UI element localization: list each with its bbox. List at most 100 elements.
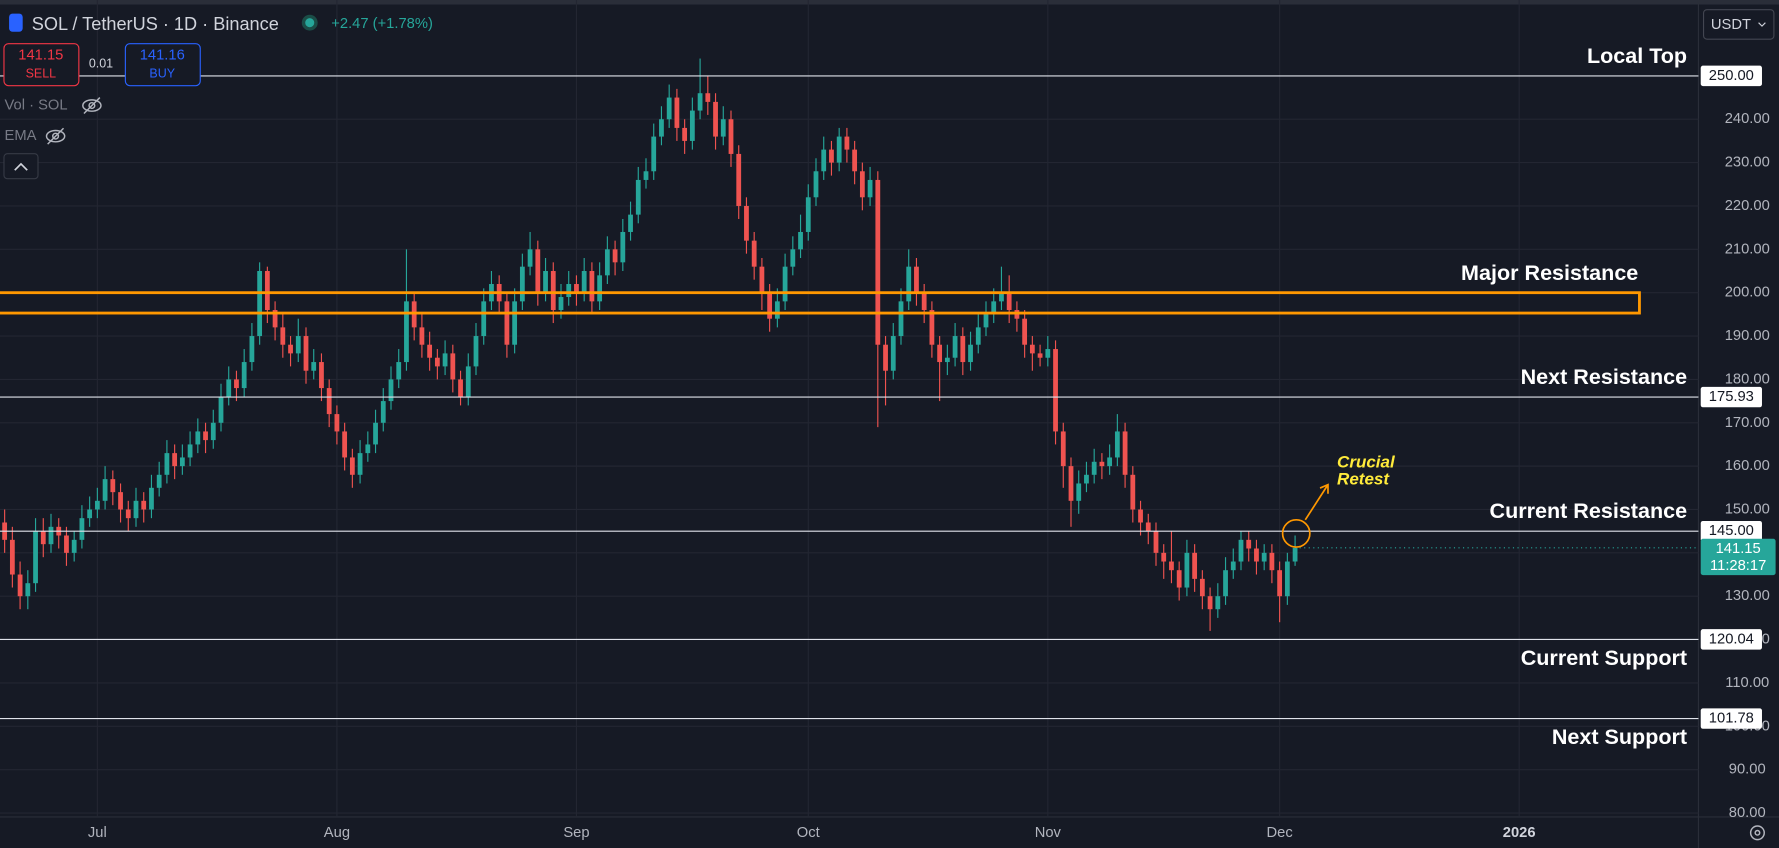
candle-body [720, 119, 726, 137]
candle-body [1269, 552, 1275, 571]
candle-body [1145, 522, 1151, 532]
candle-body [1091, 461, 1097, 475]
spread: 0.01 [89, 57, 113, 71]
candle-body [960, 336, 966, 363]
candle-body [651, 136, 657, 172]
candle-body [118, 492, 123, 510]
candle-body [1238, 539, 1244, 562]
candle-body [1130, 474, 1136, 510]
candle-body [566, 284, 572, 298]
level-price-box [1700, 65, 1762, 87]
candle-body [798, 231, 803, 250]
candle-body [952, 336, 958, 358]
candle-body [1199, 578, 1205, 597]
candle-body [203, 431, 208, 441]
candle-body [883, 344, 888, 371]
retest-arrow [1304, 483, 1329, 521]
candle-body [272, 310, 278, 328]
indicator[interactable]: Vol · SOL [5, 98, 68, 114]
candle-body [659, 119, 664, 137]
hide-icon[interactable] [45, 127, 66, 145]
candle-body [1254, 548, 1259, 562]
currency: USDT [1711, 17, 1751, 33]
candle-body [1084, 474, 1089, 484]
candle-body [852, 149, 858, 172]
x-tick-label: Oct [797, 825, 820, 841]
candle-body [543, 271, 548, 293]
candle-body [234, 379, 239, 389]
indicator[interactable]: EMA [5, 128, 37, 144]
candle-body [1060, 431, 1066, 467]
candle-body [319, 362, 324, 389]
level-label: Current Resistance [1490, 498, 1688, 523]
candle-body [983, 314, 989, 328]
last-price: 141.15 [1716, 541, 1761, 557]
candle-body [643, 171, 649, 180]
candle-body [1284, 561, 1290, 597]
last-price-tag [1700, 538, 1776, 576]
y-tick-label: 230.00 [1725, 155, 1770, 171]
candle-body [558, 297, 564, 311]
candle-body [280, 327, 286, 345]
candle-body [1068, 466, 1074, 501]
candle-body [210, 422, 216, 441]
symbol[interactable]: SOL / TetherUS · 1D · Binance [32, 14, 279, 34]
y-tick-label: 90.00 [1729, 762, 1766, 778]
candle-body [751, 240, 757, 267]
candle-body [349, 457, 355, 475]
retest-circle [1281, 518, 1311, 548]
candle-body [713, 101, 718, 137]
candle-body [79, 518, 85, 540]
candle-body [612, 249, 618, 263]
chevron [14, 162, 28, 171]
candle-body [1138, 509, 1143, 523]
y-tick-label: 220.00 [1725, 198, 1770, 214]
dropdown-caret [1758, 22, 1766, 27]
grid [0, 0, 1699, 817]
buy-button[interactable] [124, 43, 201, 87]
level-price-box [1700, 520, 1762, 542]
candle-body [33, 531, 38, 584]
sell-price: 141.15 [18, 48, 63, 64]
candle-body [311, 362, 317, 371]
collapse-button[interactable] [3, 153, 39, 180]
x-tick-label: Sep [563, 825, 589, 841]
candle-body [133, 500, 139, 519]
candle-body [473, 336, 479, 367]
candle-body [64, 535, 69, 553]
candle-body [597, 275, 603, 302]
plot [2, 58, 1298, 631]
candle-body [1223, 570, 1228, 597]
candle-body [682, 127, 688, 141]
candle-body [890, 336, 896, 371]
candle-body [519, 266, 525, 302]
currency-select[interactable] [1702, 9, 1775, 40]
candle-body [226, 379, 232, 397]
settings-icon[interactable] [1749, 825, 1765, 841]
buy-label: BUY [149, 67, 175, 81]
top-bar [0, 0, 1779, 5]
level-price: 250.00 [1709, 68, 1754, 84]
candle-body [821, 149, 827, 172]
candle-body [829, 149, 834, 163]
candle-body [1022, 318, 1028, 345]
y-tick-label: 190.00 [1725, 328, 1770, 344]
candle-body [744, 205, 749, 241]
candle-body [442, 353, 448, 367]
candle-body [172, 453, 178, 467]
candle-body [736, 153, 742, 206]
candle-body [419, 327, 425, 345]
level-price-box [1700, 386, 1762, 408]
hide-icon[interactable] [82, 97, 102, 114]
level-price: 145.00 [1709, 523, 1754, 539]
candle-body [550, 271, 556, 311]
candle-body [574, 284, 579, 293]
candle-body [1215, 596, 1221, 610]
candle-body [125, 509, 131, 519]
candle-body [365, 444, 371, 454]
sell-label: SELL [26, 67, 57, 81]
candle-body [1053, 349, 1058, 432]
sell-button[interactable] [3, 43, 80, 87]
